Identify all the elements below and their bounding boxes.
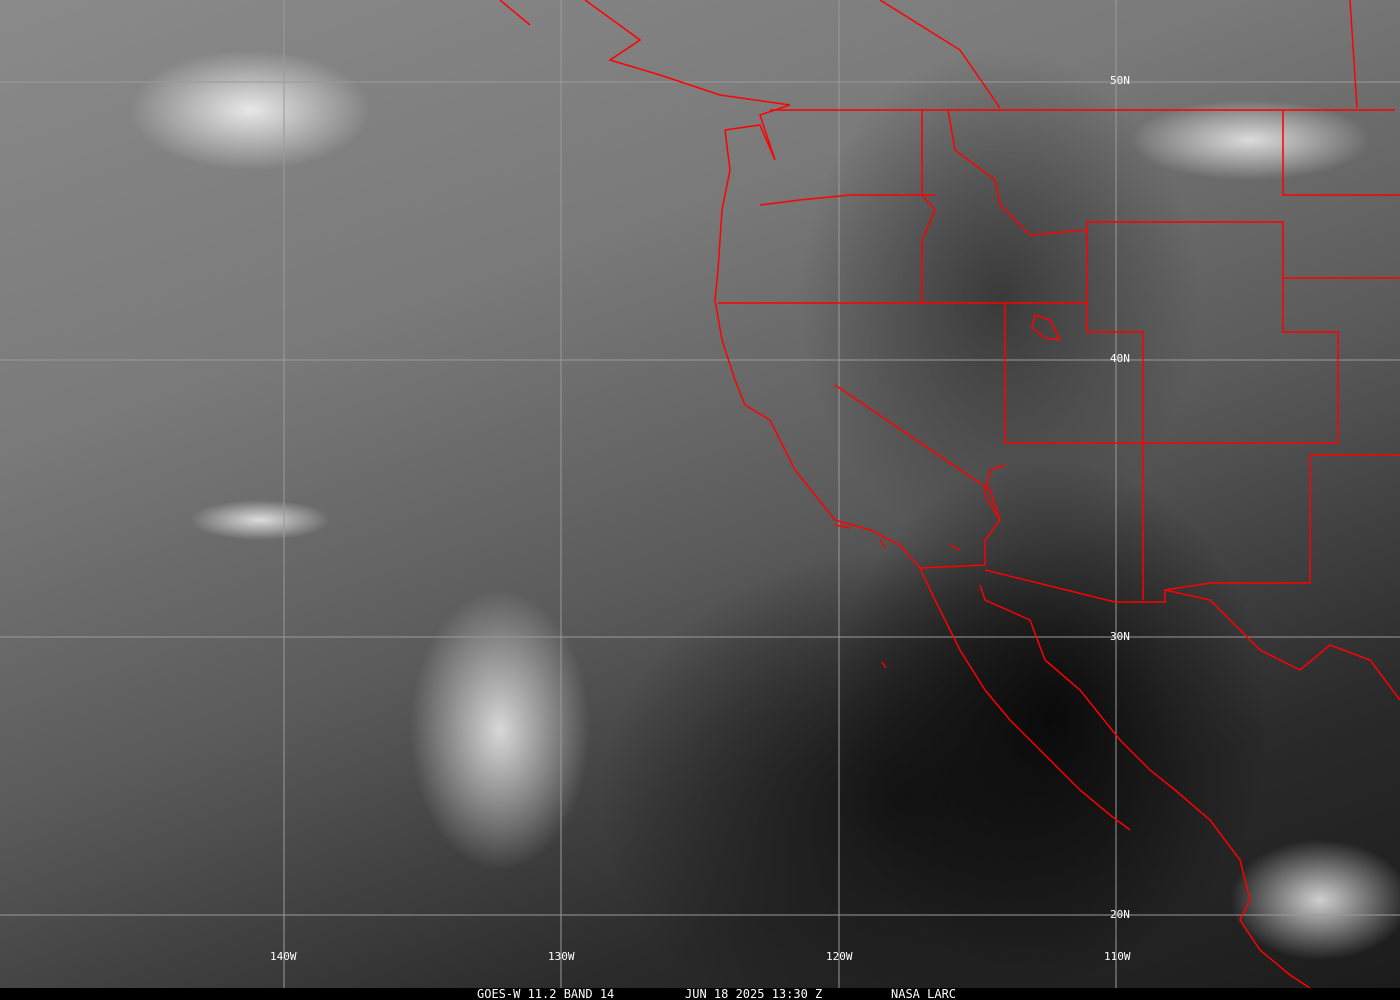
channel-islands <box>834 524 961 551</box>
idaho-border <box>921 109 1088 303</box>
political-borders <box>499 0 1400 988</box>
coastline-baja-gulf <box>979 584 1311 988</box>
guadalupe-island <box>881 661 887 669</box>
coastline-west <box>499 0 1131 831</box>
lon-label-130w: 130W <box>548 950 575 963</box>
canada-province-border <box>879 0 1358 109</box>
nv-ut-az <box>1004 221 1339 600</box>
lat-label-30n: 30N <box>1110 630 1130 643</box>
lon-label-110w: 110W <box>1104 950 1131 963</box>
caption-datetime: JUN 18 2025 13:30 Z <box>685 987 823 1000</box>
lat-label-20n: 20N <box>1110 908 1130 921</box>
lat-label-40n: 40N <box>1110 352 1130 365</box>
coastline-mexico-east <box>1164 589 1400 701</box>
mt-wy-border <box>1282 110 1400 279</box>
wa-or-border <box>759 194 935 206</box>
caption-source: NASA LARC <box>891 987 957 1000</box>
caption-satellite-band: GOES-W 11.2 BAND 14 <box>477 987 615 1000</box>
ca-nv-border <box>834 384 1001 521</box>
lat-label-50n: 50N <box>1110 74 1130 87</box>
great-salt-lake <box>1031 314 1062 341</box>
az-border <box>919 454 1400 603</box>
lon-label-140w: 140W <box>270 950 297 963</box>
lon-label-120w: 120W <box>826 950 853 963</box>
caption-bar: GOES-W 11.2 BAND 14 JUN 18 2025 13:30 Z … <box>0 988 1400 1000</box>
